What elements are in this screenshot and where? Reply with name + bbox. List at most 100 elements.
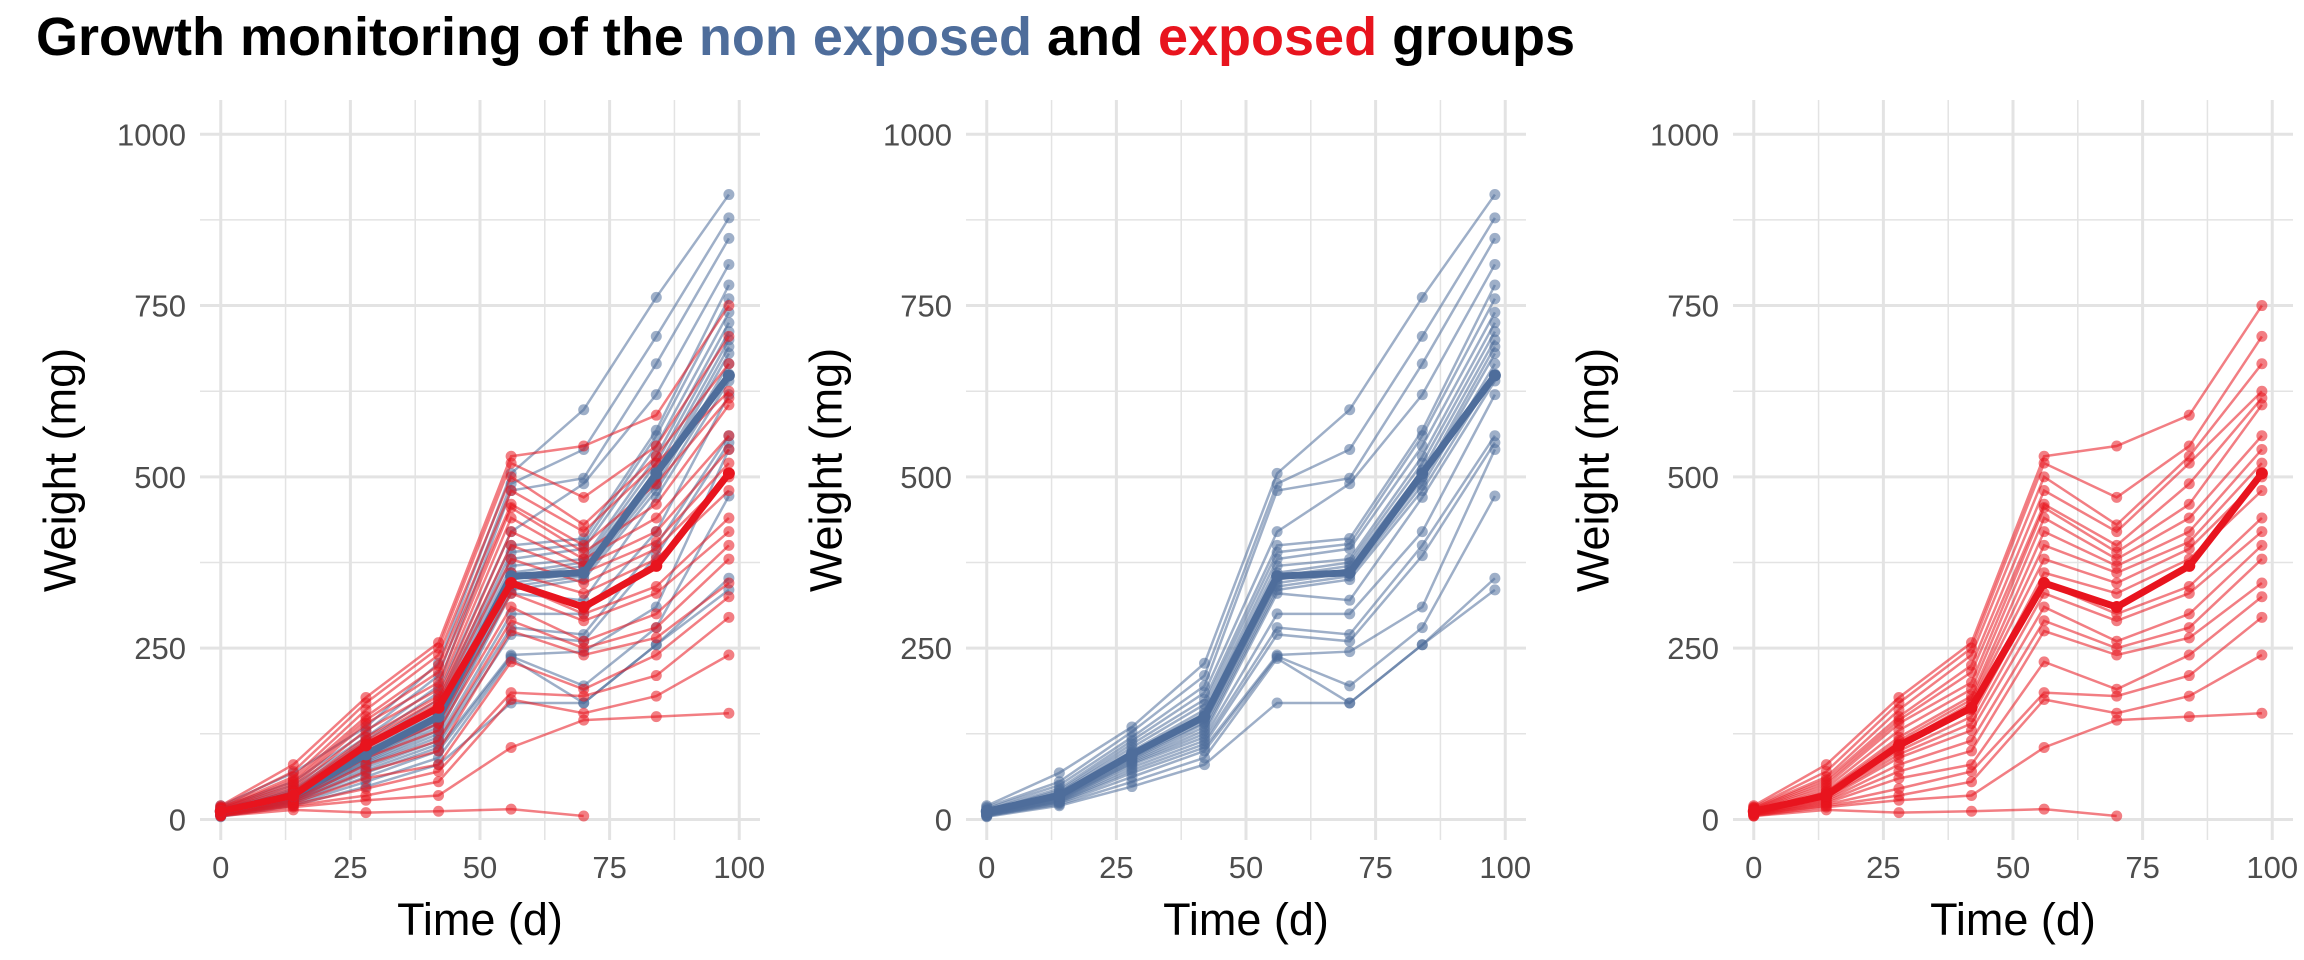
exposed-data-point: [505, 553, 517, 565]
exposed-data-point: [505, 526, 517, 538]
exposed-data-point: [578, 810, 590, 822]
exposed-data-point: [723, 553, 735, 565]
x-tick-label: 50: [1229, 850, 1263, 885]
exposed-data-point: [578, 690, 590, 702]
exposed-data-point: [650, 526, 662, 538]
exposed-data-point: [505, 502, 517, 514]
exposed-mean-point: [287, 789, 300, 802]
non_exposed-mean-point: [577, 566, 590, 579]
y-axis-title: Weight (mg): [801, 348, 852, 592]
non_exposed-data-point: [1489, 348, 1501, 360]
x-tick-label: 0: [1745, 850, 1762, 885]
exposed-data-point: [2256, 611, 2268, 623]
non_exposed-data-point: [1489, 317, 1501, 329]
exposed-data-point: [433, 789, 445, 801]
non_exposed-data-point: [1344, 646, 1356, 658]
non_exposed-data-point: [723, 258, 735, 270]
non_exposed-data-point: [650, 330, 662, 342]
non_exposed-data-point: [1344, 478, 1356, 490]
non_exposed-data-point: [1344, 635, 1356, 647]
exposed-data-point: [650, 440, 662, 452]
non_exposed-data-point: [1416, 358, 1428, 370]
title-part-1: Growth monitoring of the: [36, 7, 699, 67]
x-axis-title: Time (d): [397, 894, 563, 945]
exposed-data-point: [2256, 539, 2268, 551]
exposed-data-point: [723, 330, 735, 342]
y-tick-label: 250: [900, 631, 952, 666]
exposed-data-point: [433, 776, 445, 788]
non_exposed-data-point: [1271, 587, 1283, 599]
y-tick-label: 500: [900, 460, 952, 495]
x-tick-label: 50: [1996, 850, 2030, 885]
exposed-data-point: [2111, 440, 2123, 452]
x-tick-label: 75: [2125, 850, 2159, 885]
y-tick-label: 500: [134, 460, 186, 495]
non_exposed-mean-point: [1271, 570, 1284, 583]
y-tick-label: 500: [1667, 460, 1719, 495]
title-exposed: exposed: [1157, 7, 1378, 67]
exposed-data-point: [2183, 440, 2195, 452]
non_exposed-data-point: [723, 232, 735, 244]
x-tick-label: 100: [713, 850, 765, 885]
exposed-data-point: [1893, 772, 1905, 784]
exposed-series-line: [220, 582, 730, 816]
non_exposed-data-point: [1053, 800, 1065, 812]
exposed-data-point: [2038, 553, 2050, 565]
y-tick-label: 1000: [1650, 117, 1719, 152]
x-tick-label: 100: [1479, 850, 1531, 885]
non_exposed-data-point: [1489, 212, 1501, 224]
exposed-data-point: [723, 485, 735, 497]
exposed-data-point: [2111, 649, 2123, 661]
y-tick-label: 0: [169, 802, 186, 837]
non_exposed-mean-point: [1343, 566, 1356, 579]
exposed-data-point: [1820, 804, 1832, 816]
exposed-data-point: [723, 577, 735, 589]
exposed-mean-point: [1820, 789, 1833, 802]
non_exposed-data-point: [1344, 443, 1356, 455]
exposed-data-point: [433, 805, 445, 817]
non_exposed-series-line: [986, 217, 1496, 809]
exposed-data-point: [723, 611, 735, 623]
exposed-data-point: [650, 608, 662, 620]
non_exposed-series-line: [986, 495, 1496, 818]
non_exposed-data-point: [1053, 767, 1065, 779]
y-tick-label: 750: [1667, 289, 1719, 324]
non_exposed-data-point: [1416, 539, 1428, 551]
exposed-data-point: [2183, 608, 2195, 620]
y-tick-label: 1000: [117, 117, 186, 152]
exposed-data-point: [723, 539, 735, 551]
non_exposed-data-point: [1344, 543, 1356, 555]
non_exposed-data-point: [1344, 680, 1356, 692]
exposed-series-line: [1753, 390, 2263, 810]
exposed-data-point: [2111, 714, 2123, 726]
non_exposed-data-point: [1271, 467, 1283, 479]
exposed-data-point: [650, 649, 662, 661]
exposed-series-line: [1753, 807, 2117, 818]
exposed-data-point: [578, 577, 590, 589]
exposed-series-line: [220, 335, 730, 809]
x-tick-label: 75: [1358, 850, 1392, 885]
y-axis-title: Weight (mg): [1568, 348, 1619, 592]
exposed-data-point: [2183, 526, 2195, 538]
non_exposed-data-point: [1416, 550, 1428, 562]
exposed-data-point: [2256, 591, 2268, 603]
exposed-data-point: [2038, 625, 2050, 637]
non_exposed-mean-point: [980, 805, 993, 818]
exposed-data-point: [2256, 485, 2268, 497]
non_exposed-data-point: [1489, 584, 1501, 596]
exposed-series-line: [220, 390, 730, 810]
title-non-exposed: non exposed: [698, 7, 1032, 67]
exposed-data-point: [578, 526, 590, 538]
exposed-data-point: [1966, 735, 1978, 747]
exposed-series-line: [1753, 397, 2263, 811]
exposed-mean-point: [1965, 701, 1978, 714]
exposed-data-point: [2183, 649, 2195, 661]
non_exposed-data-point: [1489, 232, 1501, 244]
exposed-data-point: [723, 457, 735, 469]
exposed-data-point: [2183, 632, 2195, 644]
non_exposed-series-line: [986, 284, 1497, 812]
title-part-5: groups: [1377, 7, 1576, 67]
exposed-data-point: [433, 745, 445, 757]
exposed-data-point: [2111, 587, 2123, 599]
exposed-data-point: [650, 543, 662, 555]
